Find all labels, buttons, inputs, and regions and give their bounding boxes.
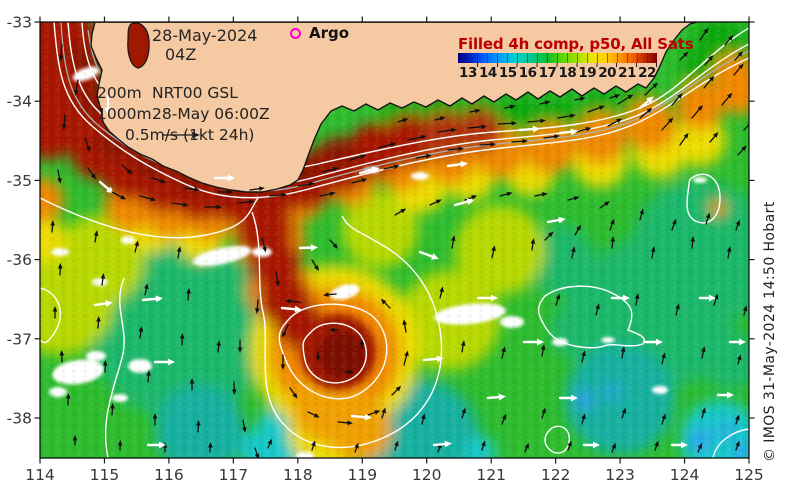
colorbar-tick-label: 14 bbox=[478, 65, 497, 81]
contour-info-block: 200m NRT00 GSL 1000m 28-May 06:00Z 0.5m/… bbox=[97, 83, 270, 146]
axis-tick-label: 117 bbox=[219, 466, 249, 484]
axis-tick-label: -38 bbox=[7, 410, 32, 428]
colorbar-tick-label: 21 bbox=[618, 65, 636, 81]
colorbar-tick-label: 22 bbox=[638, 65, 656, 81]
axis-tick-label: 124 bbox=[670, 466, 700, 484]
axis-tick-label: 114 bbox=[25, 466, 55, 484]
axis-tick-label: -34 bbox=[7, 93, 32, 111]
colorbar-tick-label: 18 bbox=[558, 65, 577, 81]
colorbar-tick-label: 15 bbox=[498, 65, 517, 81]
argo-legend: Argo bbox=[290, 24, 349, 42]
valid-date-label: 28-May-2024 bbox=[152, 26, 258, 45]
geographe-bay-water bbox=[127, 22, 150, 69]
axis-tick-label: -36 bbox=[7, 251, 32, 269]
colorbar-tick-label: 19 bbox=[578, 65, 597, 81]
axis-tick-label: -37 bbox=[7, 330, 32, 348]
colorbar-title: Filled 4h comp, p50, All Sats bbox=[458, 35, 694, 53]
axis-tick-label: 125 bbox=[734, 466, 764, 484]
credit-text: © IMOS 31-May-2024 14:50 Hobart bbox=[762, 201, 778, 462]
model-label: NRT00 GSL bbox=[152, 84, 238, 102]
current-vectors bbox=[50, 27, 749, 458]
colorbar-tickmarks bbox=[458, 63, 657, 67]
axis-tick-label: 115 bbox=[90, 466, 120, 484]
model-time-label: 28-May 06:00Z bbox=[152, 105, 270, 123]
colorbar-tick-label: 17 bbox=[538, 65, 557, 81]
scale-arrow bbox=[162, 131, 200, 139]
axis-tick-label: 123 bbox=[605, 466, 635, 484]
axis-tick-label: 121 bbox=[476, 466, 506, 484]
colorbar bbox=[458, 53, 657, 63]
depth-200m-label: 200m bbox=[97, 84, 142, 102]
valid-hour-label: 04Z bbox=[165, 45, 197, 64]
vector-scale-label: 0.5m/s (1kt 24h) bbox=[125, 126, 255, 144]
axis-ticks: 114 115 116 117 118 119 120 121 122 123 124 125 -33 -… bbox=[7, 14, 764, 485]
axis-tick-label: 120 bbox=[412, 466, 442, 484]
colorbar-tick-label: 13 bbox=[459, 65, 477, 81]
axis-tick-label: 118 bbox=[283, 466, 313, 484]
axis-tick-label: 122 bbox=[541, 466, 571, 484]
colorbar-tick-label: 20 bbox=[598, 65, 617, 81]
argo-marker-icon bbox=[290, 27, 301, 39]
plot-frame bbox=[39, 21, 750, 459]
axis-tick-label: -35 bbox=[7, 172, 32, 190]
colorbar-tick-labels: 13 14 15 16 17 18 19 20 21 22 bbox=[458, 65, 659, 81]
argo-label: Argo bbox=[309, 24, 350, 42]
depth-1000m-label: 1000m bbox=[97, 105, 152, 123]
axis-tick-label: 119 bbox=[347, 466, 377, 484]
axis-tick-label: 116 bbox=[154, 466, 184, 484]
axis-tick-label: -33 bbox=[7, 14, 32, 32]
colorbar-tick-label: 16 bbox=[518, 65, 537, 81]
sst-field bbox=[40, 22, 749, 458]
